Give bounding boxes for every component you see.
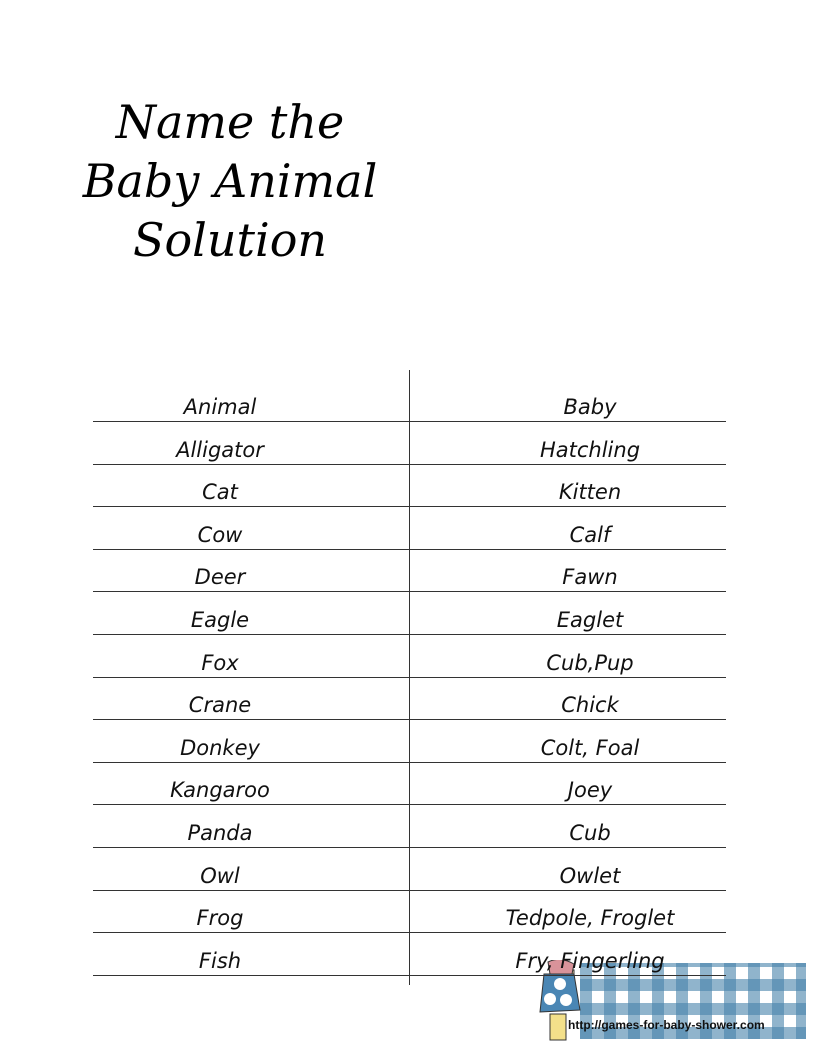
answer-line [409,932,726,933]
website-url: http://games-for-baby-shower.com [568,1018,765,1032]
baby-cell: Eaglet [556,608,624,632]
answer-line [93,464,409,465]
answer-line [409,847,726,848]
page-title: Name the Baby Animal Solution [30,93,430,270]
baby-cell: Kitten [558,480,622,504]
answer-line [93,719,409,720]
baby-cell: Fry, Fingerling [515,949,665,973]
animal-cell: Cow [197,523,243,547]
column-header: Baby [563,395,617,419]
animal-cell: Fox [201,651,239,675]
answer-line [93,634,409,635]
baby-cell: Cub [569,821,611,845]
answer-line [93,847,409,848]
answer-line [93,677,409,678]
baby-cell: Calf [569,523,611,547]
animal-cell: Kangaroo [170,778,270,802]
answer-line [93,975,409,976]
answer-line [409,719,726,720]
answer-line [93,762,409,763]
answer-line [409,762,726,763]
answer-line [409,804,726,805]
animal-cell: Cat [202,480,238,504]
animal-cell: Fish [198,949,242,973]
answer-line [409,506,726,507]
answer-line [93,804,409,805]
title-line: Solution [132,213,328,267]
answer-line [409,677,726,678]
answer-line [409,464,726,465]
animal-cell: Owl [200,864,240,888]
title-line: Baby Animal [82,154,378,208]
baby-cell: Owlet [559,864,621,888]
baby-cell: Joey [567,778,613,802]
title-line: Name the [115,95,345,149]
answer-line [93,591,409,592]
answer-line [93,506,409,507]
answer-line [409,890,726,891]
answer-line [409,975,726,976]
animal-cell: Crane [188,693,252,717]
baby-cell: Fawn [562,565,618,589]
column-header: Animal [183,395,257,419]
answer-line [409,421,726,422]
answer-line [409,634,726,635]
animal-cell: Deer [194,565,246,589]
answer-line [93,421,409,422]
baby-cell: Colt, Foal [540,736,640,760]
answer-line [409,591,726,592]
animal-cell: Frog [196,906,244,930]
answer-line [409,549,726,550]
animal-cell: Donkey [180,736,260,760]
animal-cell: Panda [187,821,253,845]
answer-line [93,890,409,891]
answer-line [93,549,409,550]
answer-line [93,932,409,933]
baby-cell: Chick [561,693,619,717]
baby-cell: Cub,Pup [546,651,634,675]
animal-cell: Eagle [190,608,250,632]
baby-cell: Tedpole, Froglet [505,906,675,930]
animal-cell: Alligator [176,438,264,462]
baby-girl-illustration [539,960,581,1041]
baby-cell: Hatchling [539,438,641,462]
